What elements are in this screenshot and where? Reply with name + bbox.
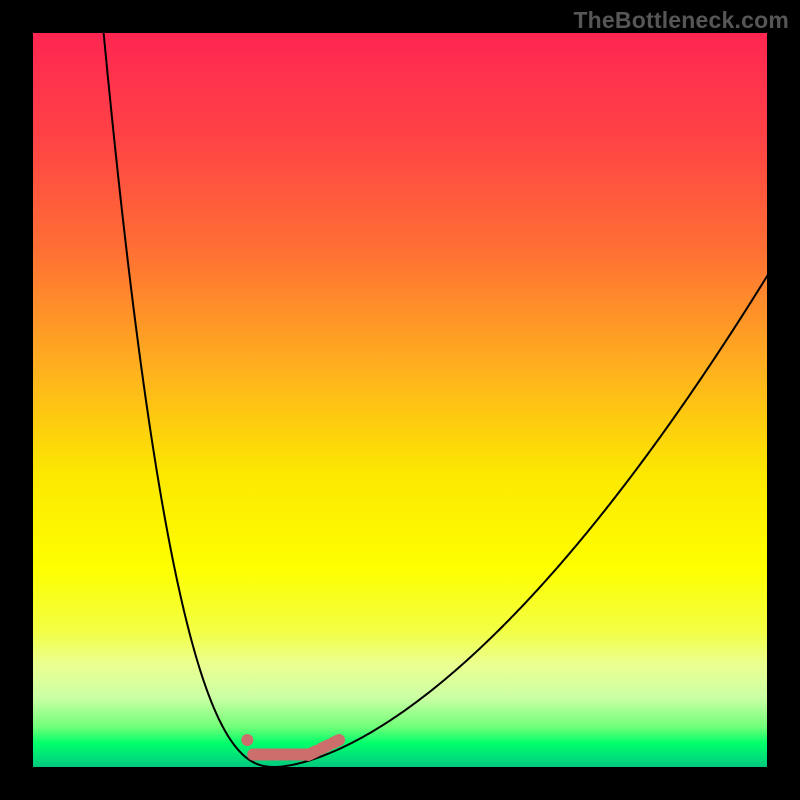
- marker-left-dot: [241, 734, 253, 746]
- bottleneck-chart: [33, 33, 767, 767]
- marker-right-dash: [308, 751, 316, 755]
- marker-right-dash: [333, 740, 339, 743]
- gradient-background: [33, 33, 767, 767]
- watermark-text: TheBottleneck.com: [573, 7, 789, 34]
- marker-right-dash: [321, 745, 328, 748]
